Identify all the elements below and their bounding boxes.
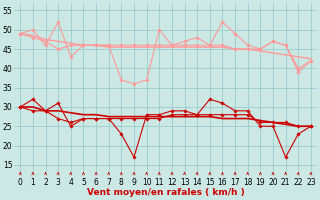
X-axis label: Vent moyen/en rafales ( km/h ): Vent moyen/en rafales ( km/h )	[87, 188, 244, 197]
